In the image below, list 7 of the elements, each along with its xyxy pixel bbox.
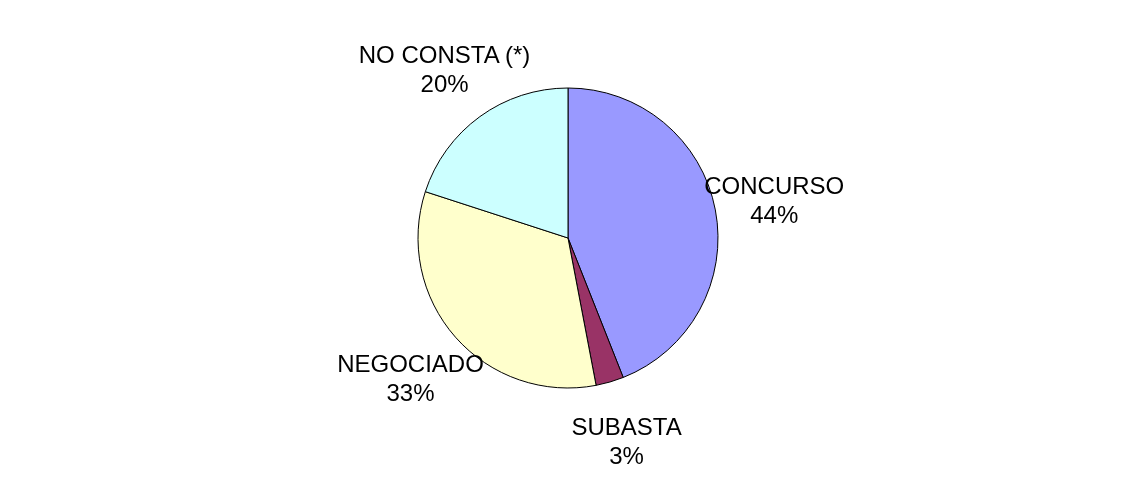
data-label: 20% xyxy=(420,70,469,98)
data-label: 33% xyxy=(386,378,435,406)
data-label: 3% xyxy=(609,441,644,469)
slice-label: NO CONSTA (*) xyxy=(358,41,531,69)
data-label: 44% xyxy=(750,200,799,228)
slice-label: NEGOCIADO xyxy=(337,350,484,378)
slice-label: SUBASTA xyxy=(571,412,682,440)
